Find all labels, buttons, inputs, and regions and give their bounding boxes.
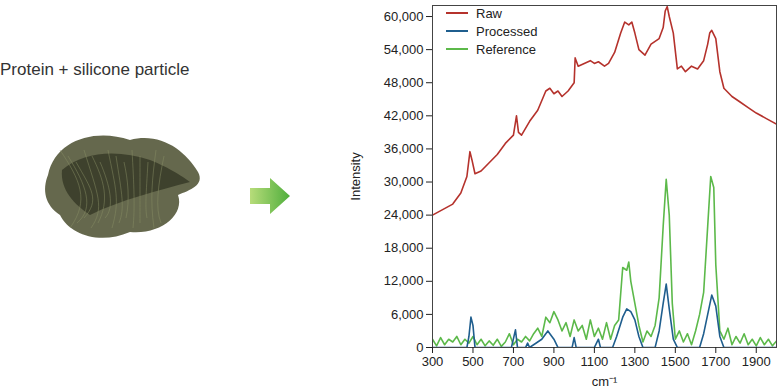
svg-text:18,000: 18,000 xyxy=(384,240,424,255)
svg-text:1300: 1300 xyxy=(620,354,649,369)
svg-text:24,000: 24,000 xyxy=(384,207,424,222)
svg-text:1100: 1100 xyxy=(580,354,608,369)
html-text:Processed: Processed xyxy=(476,23,538,39)
svg-text:700: 700 xyxy=(503,354,525,369)
svg-text:300: 300 xyxy=(422,354,444,369)
svg-text:42,000: 42,000 xyxy=(384,108,424,123)
svg-text:900: 900 xyxy=(543,354,565,369)
svg-text:36,000: 36,000 xyxy=(384,141,424,156)
svg-text:60,000: 60,000 xyxy=(384,9,424,24)
svg-text:12,000: 12,000 xyxy=(384,273,424,288)
svg-text:cm⁻¹: cm⁻¹ xyxy=(592,374,618,389)
html-text:Raw: Raw xyxy=(476,5,502,21)
svg-text:1700: 1700 xyxy=(701,354,730,369)
svg-text:0: 0 xyxy=(416,340,423,355)
svg-text:1900: 1900 xyxy=(742,354,771,369)
svg-text:1500: 1500 xyxy=(661,354,690,369)
svg-text:500: 500 xyxy=(462,354,484,369)
svg-text:Intensity: Intensity xyxy=(348,152,363,201)
svg-text:30,000: 30,000 xyxy=(384,174,424,189)
svg-text:48,000: 48,000 xyxy=(384,75,424,90)
svg-text:54,000: 54,000 xyxy=(384,42,424,57)
svg-text:6,000: 6,000 xyxy=(391,307,424,322)
html-text:Reference: Reference xyxy=(476,41,536,57)
html-text:Protein + silicone particle: Protein + silicone particle xyxy=(0,60,190,79)
